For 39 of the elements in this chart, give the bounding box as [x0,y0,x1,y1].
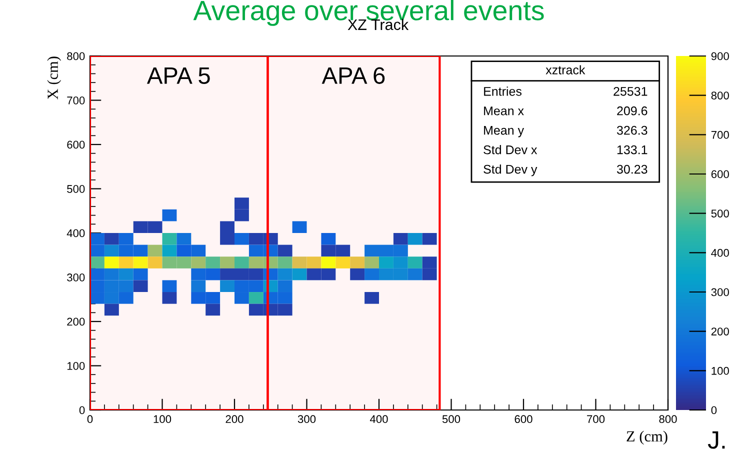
y-tick-label: 500 [67,185,85,193]
text: Mean y 326.3 [484,126,648,138]
x-axis-title: Z (cm) [626,430,668,445]
y-tick-label: 200 [67,318,85,326]
text: Std Dev x 133.1 [484,145,648,154]
color-bar-label: 300 [711,288,729,296]
x-tick-label: 700 [587,415,605,424]
color-bar-label: 700 [711,130,729,139]
text: Entries 25531 [484,86,648,96]
y-tick-label: 800 [67,52,85,60]
text: J. [708,431,725,449]
color-bar-label: 600 [711,170,729,178]
color-bar-label: 200 [711,328,729,336]
y-tick-label: 600 [67,140,85,149]
color-bar-label: 400 [711,248,729,257]
x-tick-label: 300 [298,415,316,424]
y-tick-label: 400 [66,229,85,238]
x-tick-label: 100 [154,415,172,424]
color-bar-label: 900 [711,52,729,60]
x-tick-label: 500 [442,415,460,424]
x-tick-label: 600 [514,415,532,424]
color-bar-label: 0 [711,406,717,414]
x-tick-label: 800 [659,415,677,424]
y-tick-label: 0 [79,406,85,414]
x-tick-label: 200 [226,415,244,424]
color-bar-label: 100 [712,366,729,375]
text: Std Dev y 30.23 [484,164,648,176]
x-tick-label: 0 [87,415,93,424]
x-tick-label: 400 [370,415,388,424]
annotation: xztrack [546,65,586,74]
y-axis-title: X (cm) [47,56,62,100]
color-bar-label: 500 [711,210,729,218]
color-bar-label: 800 [711,92,729,100]
y-tick-label: 300 [67,274,85,282]
y-tick-label: 100 [67,362,85,370]
band-label: APA 5 [146,67,210,84]
y-tick-label: 700 [67,96,85,104]
text: Mean x 209.6 [484,106,648,116]
band-label: APA 6 [322,67,385,84]
